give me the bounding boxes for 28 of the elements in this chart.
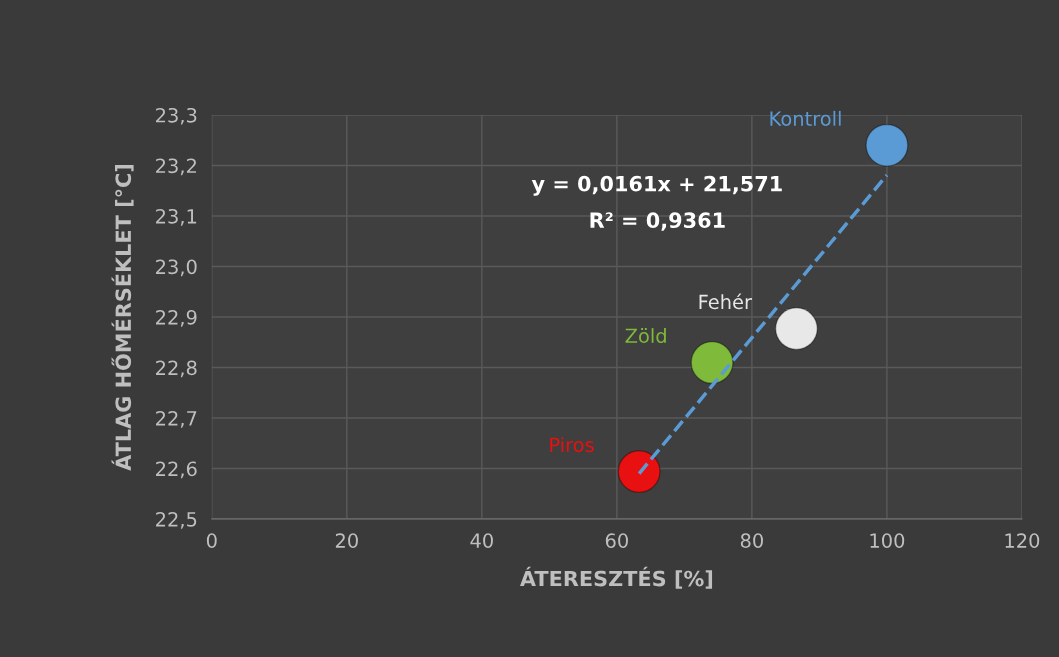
annotation: y = 0,0161x + 21,571 xyxy=(531,175,782,196)
series-label: Piros xyxy=(550,437,594,453)
y-tick-label: 22,9 xyxy=(156,309,197,327)
y-tick-label: 23,3 xyxy=(156,107,197,125)
x-tick-label: 100 xyxy=(870,533,905,548)
point xyxy=(865,123,909,167)
y-tick-label: 23,1 xyxy=(156,208,197,226)
series-label: Kontroll xyxy=(770,110,841,126)
x-tick-label: 80 xyxy=(740,533,763,548)
x-tick-label: 20 xyxy=(335,533,358,548)
y-tick-label: 23,2 xyxy=(156,158,196,176)
y-tick-label: 22,6 xyxy=(156,461,197,479)
x-tick-label: 60 xyxy=(605,533,628,548)
point xyxy=(617,450,661,494)
y-tick-label: 23,0 xyxy=(156,259,197,277)
x-tick-label: 40 xyxy=(470,533,493,548)
annotation: R² = 0,9361 xyxy=(590,212,725,231)
series-label: Zöld xyxy=(625,328,666,344)
x-tick-label: 0 xyxy=(206,533,217,548)
y-tick-label: 22,5 xyxy=(156,511,197,529)
x-axis-title: ÁTERESZTÉS [%] xyxy=(519,566,713,589)
y-axis-title: ÁTLAG HŐMÉRSÉKLET [°C] xyxy=(111,164,134,471)
point xyxy=(774,307,818,351)
x-tick-label: 120 xyxy=(1005,533,1040,548)
point xyxy=(690,340,734,384)
series-label: Fehér xyxy=(699,293,752,310)
y-tick-label: 22,7 xyxy=(156,410,197,428)
y-tick-label: 22,8 xyxy=(156,360,197,378)
